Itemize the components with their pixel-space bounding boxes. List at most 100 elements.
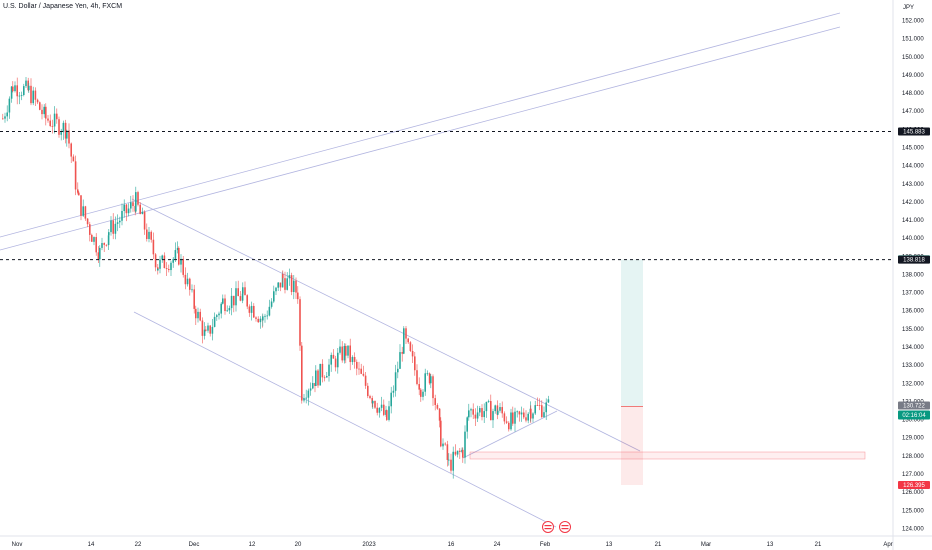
candle-body bbox=[199, 311, 201, 321]
flag-stripe-icon bbox=[544, 528, 552, 530]
price-tick-label: 140.000 bbox=[902, 236, 924, 242]
time-tick-label: Nov bbox=[12, 542, 23, 548]
candle-body bbox=[288, 275, 291, 279]
candle-body bbox=[279, 282, 282, 288]
candle-body bbox=[66, 130, 68, 139]
price-tick-label: 145.000 bbox=[902, 145, 924, 151]
candle-body bbox=[125, 204, 128, 214]
time-axis[interactable]: Nov 14 22 Dec 12 20 2023 16 24 Feb 13 21 Mar 13 21 Apr bbox=[12, 542, 893, 548]
candle-body bbox=[371, 398, 373, 404]
candle-body bbox=[360, 368, 362, 374]
candle-body bbox=[58, 119, 60, 135]
time-tick-label: 21 bbox=[815, 542, 822, 548]
candle-body bbox=[411, 350, 414, 357]
candle-body bbox=[99, 247, 101, 260]
event-markers[interactable] bbox=[542, 521, 571, 533]
candle-body bbox=[209, 325, 211, 334]
candle-body bbox=[332, 354, 335, 359]
candle-body bbox=[317, 370, 319, 386]
demand-zone bbox=[469, 451, 866, 460]
candle-body bbox=[397, 368, 399, 373]
candle-body bbox=[184, 274, 187, 285]
candle-body bbox=[376, 407, 378, 413]
candle-body bbox=[503, 413, 506, 422]
candle-body bbox=[191, 289, 193, 291]
candle-body bbox=[358, 368, 360, 370]
candle-body bbox=[543, 412, 545, 418]
candle-body bbox=[89, 224, 91, 235]
candle-body bbox=[468, 410, 470, 418]
candle-body bbox=[456, 450, 459, 455]
candle-body bbox=[309, 388, 312, 391]
candle-body bbox=[299, 299, 301, 346]
candle-body bbox=[2, 118, 4, 120]
candle-body bbox=[211, 326, 214, 334]
horizontal-levels[interactable] bbox=[0, 130, 893, 261]
price-tick-label: 136.000 bbox=[902, 309, 924, 315]
candle-body bbox=[301, 345, 303, 401]
candle-body bbox=[259, 318, 262, 323]
us-flag-event-icon[interactable] bbox=[542, 521, 554, 533]
candle-body bbox=[60, 132, 62, 135]
candle-body bbox=[123, 204, 125, 212]
candle-body bbox=[226, 310, 228, 312]
candle-body bbox=[82, 206, 84, 216]
candle-body bbox=[159, 259, 161, 269]
candle-body bbox=[414, 356, 416, 371]
trend-line bbox=[0, 26, 841, 251]
price-tick-label: 151.000 bbox=[902, 37, 924, 43]
candle-body bbox=[286, 278, 288, 290]
candle-body bbox=[230, 295, 233, 309]
time-tick-label: 12 bbox=[249, 542, 256, 548]
candle-body bbox=[68, 130, 70, 144]
candle-body bbox=[422, 391, 424, 397]
candle-body bbox=[512, 412, 514, 424]
candle-body bbox=[405, 328, 407, 339]
candle-body bbox=[168, 269, 170, 271]
candle-body bbox=[508, 422, 510, 430]
candle-body bbox=[77, 189, 79, 193]
candle-body bbox=[496, 405, 499, 415]
price-axis[interactable]: JPY 152.000 151.000 150.000 149.000 148.000 14… bbox=[902, 5, 924, 532]
candle-body bbox=[4, 116, 6, 119]
candle-body bbox=[505, 421, 508, 423]
candle-body bbox=[154, 254, 157, 268]
candle-body bbox=[284, 278, 286, 290]
candle-body bbox=[141, 211, 144, 215]
candle-body bbox=[472, 409, 474, 415]
time-tick-label: 2023 bbox=[362, 542, 376, 548]
candle-body bbox=[372, 401, 374, 404]
time-tick-label: Mar bbox=[701, 542, 711, 548]
candle-body bbox=[273, 291, 275, 302]
us-flag-event-icon[interactable] bbox=[559, 521, 571, 533]
candle-body bbox=[466, 417, 468, 432]
price-tick-label: 148.000 bbox=[902, 91, 924, 97]
candle-body bbox=[312, 383, 314, 389]
candle-body bbox=[30, 85, 32, 104]
candle-body bbox=[416, 370, 418, 385]
candle-body bbox=[341, 346, 343, 361]
candle-body bbox=[239, 296, 242, 301]
candle-body bbox=[235, 288, 237, 306]
candlestick-series bbox=[2, 76, 550, 479]
candle-body bbox=[18, 95, 21, 97]
candle-body bbox=[470, 409, 472, 411]
candle-body bbox=[409, 342, 412, 351]
candle-body bbox=[80, 195, 82, 216]
candle-body bbox=[516, 411, 518, 413]
candle-body bbox=[205, 329, 207, 331]
candle-body bbox=[97, 252, 100, 260]
candle-body bbox=[277, 282, 279, 288]
candle-body bbox=[110, 220, 112, 233]
candle-body bbox=[319, 363, 321, 386]
price-tick-label: 149.000 bbox=[902, 73, 924, 79]
candle-body bbox=[536, 405, 539, 406]
candle-body bbox=[137, 192, 139, 205]
time-tick-label: Feb bbox=[540, 542, 551, 548]
candle-body bbox=[84, 206, 87, 219]
candle-body bbox=[434, 398, 436, 406]
candle-body bbox=[523, 412, 525, 418]
candle-body bbox=[446, 444, 449, 460]
candle-body bbox=[459, 450, 461, 452]
